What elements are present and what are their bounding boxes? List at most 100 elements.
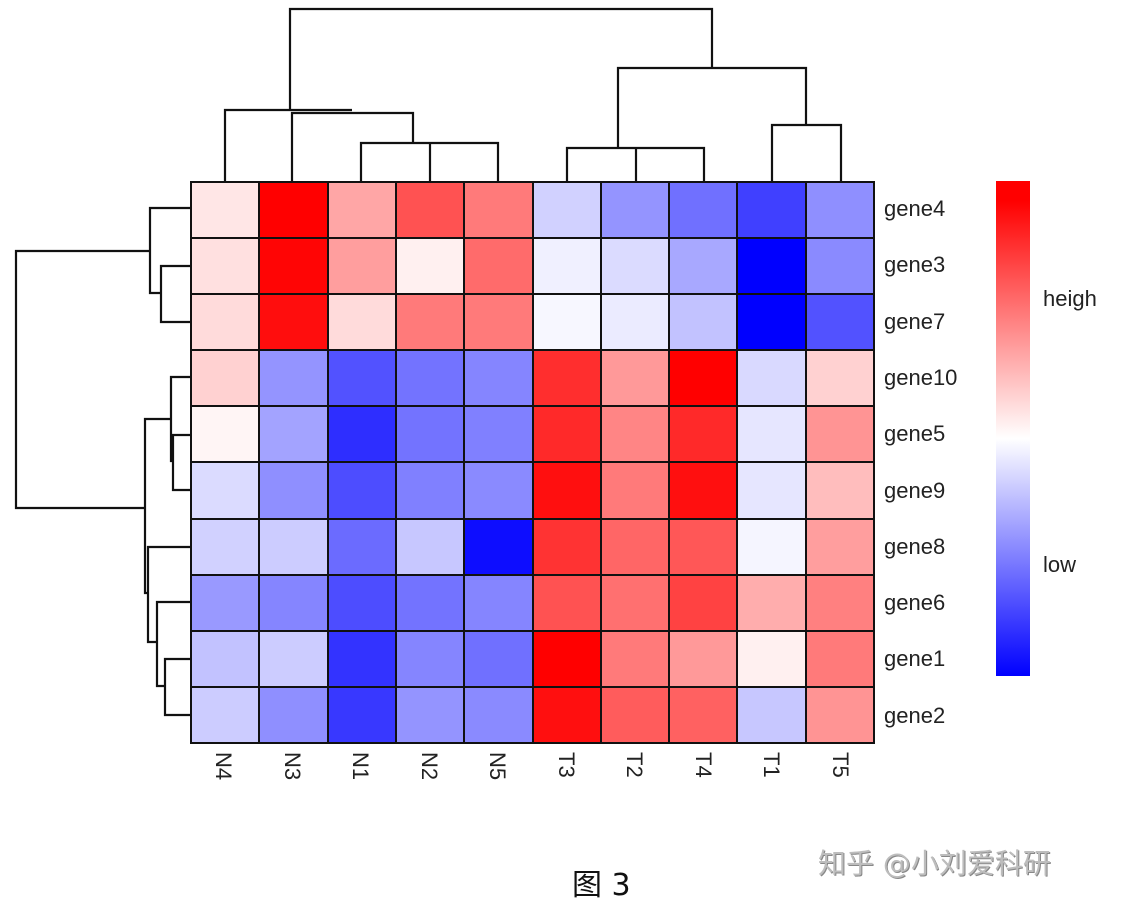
heatmap-cell [328,463,395,518]
heatmap-cell [465,351,532,406]
column-label: N3 [279,752,305,781]
heatmap-cell [465,631,532,686]
heatmap-cell [601,239,669,294]
heatmap-cell [260,631,327,686]
heatmap-cell [465,463,532,518]
heatmap-cell [192,575,259,630]
heatmap-cell [328,687,395,742]
heatmap-cell [670,351,737,406]
heatmap-cell [806,407,873,462]
heatmap-cell [533,519,600,574]
heatmap-cell [260,295,327,350]
heatmap-cell [192,407,259,462]
heatmap-cell [192,519,259,574]
row-label: gene3 [884,252,946,278]
heatmap-cell [396,239,464,294]
heatmap-cell [328,575,395,630]
row-label: gene1 [884,646,946,672]
heatmap-cell [465,295,532,350]
heatmap-cell [396,351,464,406]
heatmap-cell [806,687,873,742]
row-label: gene9 [884,477,946,503]
column-label: T4 [690,752,716,778]
heatmap-cell [396,183,464,238]
heatmap-cell [328,407,395,462]
heatmap-cell [260,351,327,406]
row-dendrogram [14,206,190,717]
heatmap-grid [190,181,875,744]
heatmap-cell [738,575,805,630]
heatmap-cell [396,687,464,742]
heatmap-cell [465,687,532,742]
row-label: gene2 [884,702,946,728]
heatmap-cell [738,631,805,686]
heatmap-cell [192,295,259,350]
heatmap-cell [328,351,395,406]
heatmap-cell [260,575,327,630]
heatmap-cell [533,687,600,742]
heatmap-cell [192,239,259,294]
column-label: N4 [211,752,237,781]
heatmap-cell [533,575,600,630]
heatmap-cell [738,351,805,406]
legend-label-low: low [1043,552,1077,577]
heatmap-cell [738,239,805,294]
heatmap-cell [396,295,464,350]
heatmap-cell [601,295,669,350]
watermark: 知乎 @小刘爱科研 [818,847,1051,880]
heatmap-cell [738,295,805,350]
heatmap-cell [601,575,669,630]
heatmap-cell [396,519,464,574]
heatmap-cell [260,239,327,294]
heatmap-cell [738,407,805,462]
row-label: gene6 [884,590,946,616]
heatmap-cell [806,295,873,350]
heatmap-cell [396,407,464,462]
heatmap-cell [260,183,327,238]
column-label: T5 [827,752,853,778]
heatmap-cell [533,295,600,350]
heatmap-cell [670,407,737,462]
column-dendrogram [223,7,843,181]
row-label: gene8 [884,533,946,559]
heatmap-cell [806,631,873,686]
heatmap-cell [738,519,805,574]
heatmap-cell [601,463,669,518]
column-label: N2 [416,752,442,781]
heatmap-cell [328,183,395,238]
heatmap-cell [533,631,600,686]
heatmap-cell [601,407,669,462]
heatmap-cell [806,239,873,294]
heatmap-cell [465,239,532,294]
heatmap-cell [806,351,873,406]
heatmap-cell [806,519,873,574]
row-label: gene5 [884,421,946,447]
row-label: gene7 [884,308,946,334]
heatmap-cell [670,575,737,630]
column-label: N1 [348,752,374,781]
figure-caption: 图 3 [572,868,631,903]
heatmap-cell [328,295,395,350]
row-label: gene10 [884,364,958,390]
heatmap-cell [328,519,395,574]
heatmap-cell [465,519,532,574]
heatmap-cell [192,631,259,686]
heatmap-cell [670,687,737,742]
heatmap-cell [670,295,737,350]
heatmap-cell [601,687,669,742]
color-legend-bar [996,181,1030,676]
heatmap-cell [738,687,805,742]
column-label: T2 [622,752,648,778]
column-label: T3 [553,752,579,778]
heatmap-cell [670,519,737,574]
heatmap-cell [192,463,259,518]
heatmap-cell [601,519,669,574]
heatmap-cell [465,575,532,630]
heatmap-cell [670,631,737,686]
heatmap-cell [806,463,873,518]
heatmap-cell [260,687,327,742]
legend-label-high: heigh [1043,286,1097,311]
row-label: gene4 [884,196,946,221]
heatmap-cell [738,463,805,518]
